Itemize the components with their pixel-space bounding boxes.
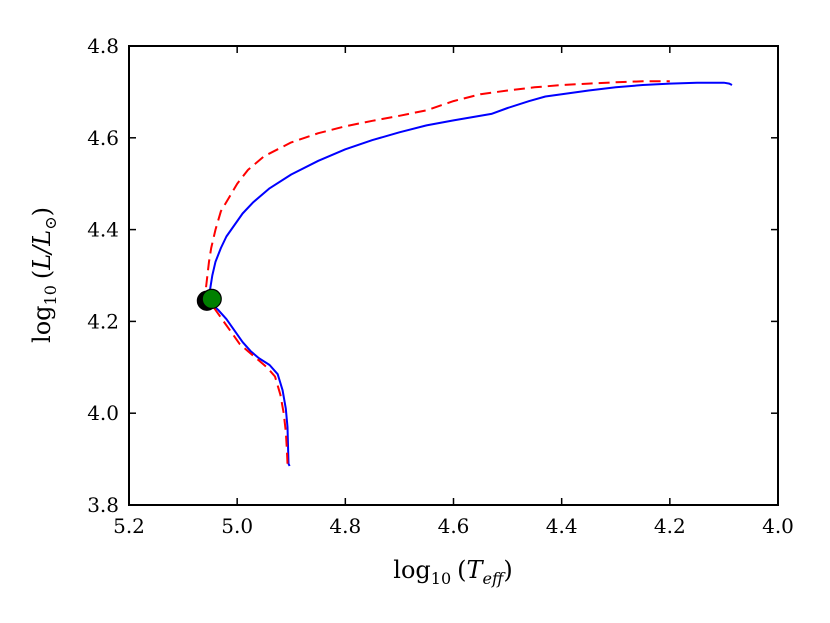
x-axis-label-close: ) (503, 556, 512, 584)
plot-area (129, 46, 778, 505)
y-tick-label: 4.2 (87, 309, 119, 333)
x-axis-label-open: ( (457, 556, 466, 584)
x-tick-label: 4.6 (438, 514, 470, 538)
x-axis-label: log10 (Teff) (393, 556, 512, 588)
y-axis-label: log10(L/L⊙) (28, 207, 60, 343)
y-axis-label-close: ) (28, 207, 56, 216)
x-tick-label: 4.2 (654, 514, 686, 538)
y-axis-label-open: ( (28, 270, 56, 279)
y-axis-label-sub: 10 (41, 285, 60, 305)
x-tick-label: 4.0 (762, 514, 794, 538)
series-line-1-solid (207, 81, 733, 467)
y-tick-label: 4.8 (87, 34, 119, 58)
x-tick-label: 4.4 (546, 514, 578, 538)
x-axis-label-var-sub: eff (483, 569, 506, 588)
x-axis-label-sub: 10 (431, 569, 451, 588)
y-axis-label-var2-sub: ⊙ (41, 216, 60, 229)
x-tick-label: 4.8 (329, 514, 361, 538)
x-tick-label: 5.0 (221, 514, 253, 538)
x-axis-label-var: T (467, 556, 485, 584)
x-axis-label-prefix: log (393, 556, 431, 584)
y-axis-label-prefix: log (28, 305, 56, 343)
x-tick-label: 5.2 (113, 514, 145, 538)
series-line-2-dashed (204, 80, 670, 464)
y-tick-label: 3.8 (87, 493, 119, 517)
y-tick-label: 4.6 (87, 126, 119, 150)
y-tick-label: 4.4 (87, 218, 119, 242)
marker-layer (196, 288, 222, 311)
series-layer (204, 80, 733, 467)
y-axis-label-var1: L (28, 254, 56, 271)
y-axis-label-var2: L (28, 230, 56, 247)
marker-point-2 (201, 288, 222, 310)
tick-layer: 5.2 5.0 4.8 4.6 4.4 4.2 4.0 3.8 4.0 4.2 4.4 4.6 4.8 (87, 34, 794, 538)
y-axis-label-slash: / (28, 243, 56, 256)
y-tick-label: 4.0 (87, 401, 119, 425)
